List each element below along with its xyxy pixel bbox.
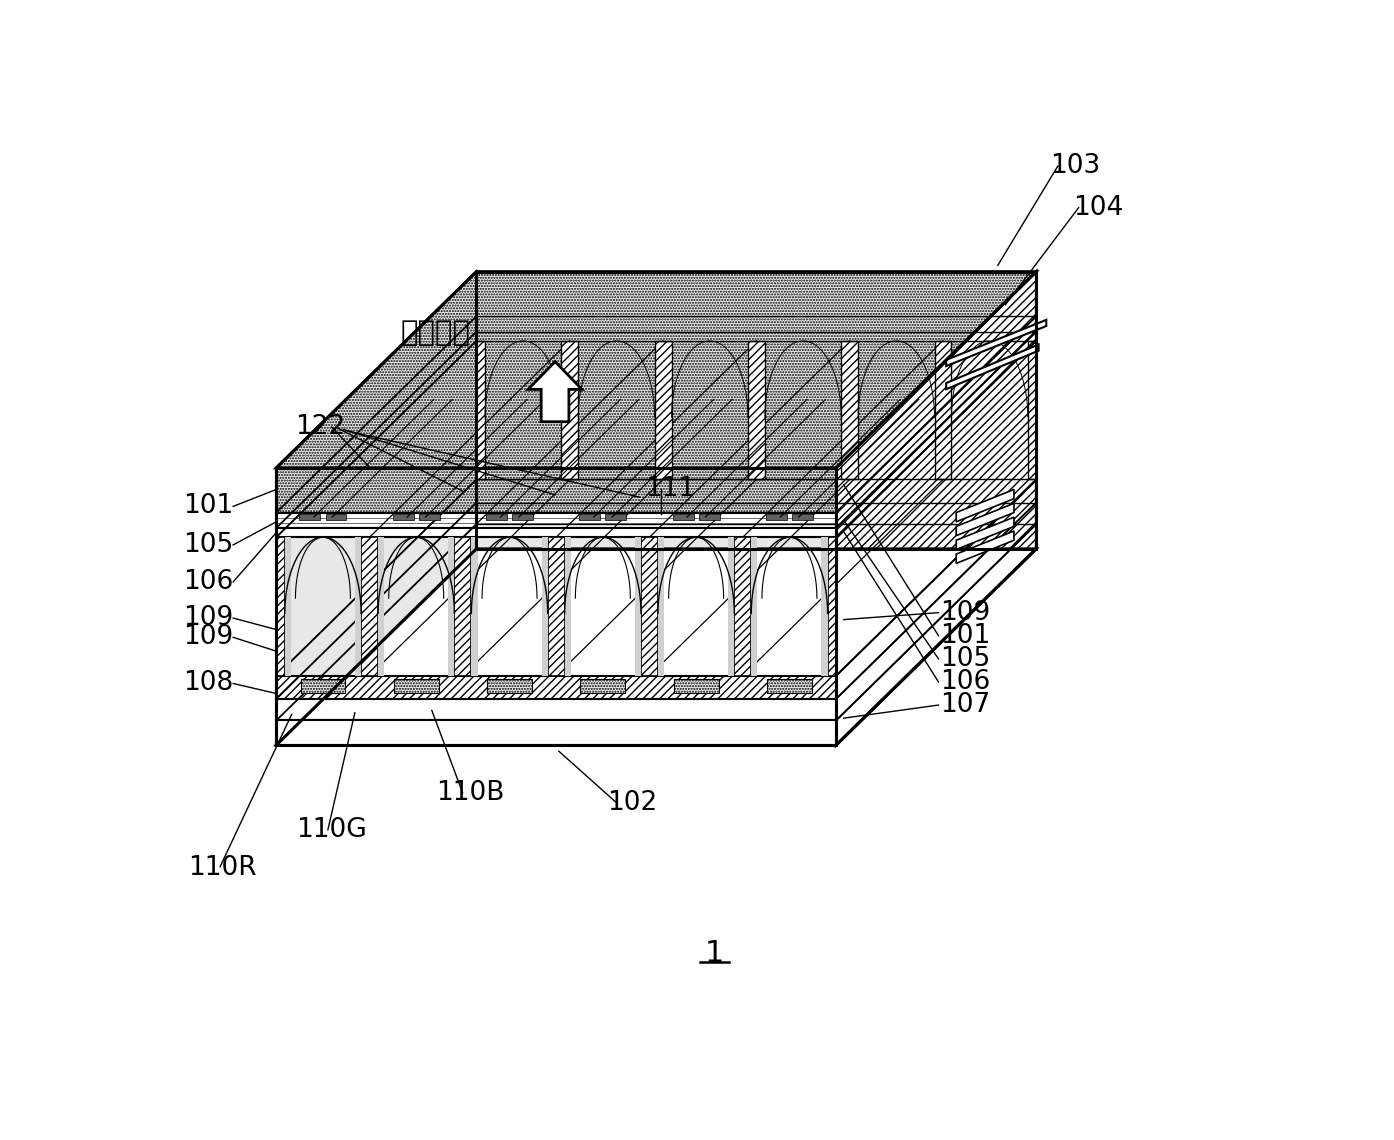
Polygon shape [751, 537, 757, 676]
Polygon shape [947, 344, 1039, 389]
Polygon shape [395, 679, 439, 693]
Text: 101: 101 [940, 622, 990, 649]
Polygon shape [658, 537, 664, 676]
Polygon shape [449, 537, 454, 676]
Polygon shape [528, 361, 581, 422]
Text: 1: 1 [705, 938, 723, 968]
Polygon shape [301, 679, 346, 693]
Polygon shape [821, 537, 828, 676]
Polygon shape [956, 504, 1013, 536]
Polygon shape [276, 467, 836, 513]
Text: 103: 103 [1050, 153, 1100, 179]
Polygon shape [284, 537, 291, 676]
Polygon shape [512, 514, 533, 520]
Polygon shape [580, 514, 601, 520]
Polygon shape [276, 537, 836, 676]
Polygon shape [477, 341, 485, 480]
Text: 105: 105 [940, 646, 990, 671]
Text: 105: 105 [183, 532, 233, 557]
Polygon shape [541, 537, 548, 676]
Text: 111: 111 [645, 477, 696, 503]
Polygon shape [276, 699, 836, 720]
Polygon shape [956, 531, 1013, 563]
Polygon shape [673, 514, 694, 520]
Polygon shape [956, 489, 1013, 522]
Polygon shape [487, 679, 533, 693]
Polygon shape [355, 537, 361, 676]
Polygon shape [276, 513, 836, 528]
Polygon shape [828, 537, 836, 676]
Text: 101: 101 [183, 494, 233, 520]
Text: 109: 109 [183, 625, 233, 650]
Polygon shape [605, 514, 626, 520]
Polygon shape [471, 537, 478, 676]
Polygon shape [841, 341, 859, 480]
Polygon shape [418, 514, 439, 520]
Text: 107: 107 [940, 692, 990, 718]
Polygon shape [655, 341, 672, 480]
Polygon shape [673, 679, 718, 693]
Polygon shape [276, 271, 1036, 467]
Polygon shape [641, 537, 658, 676]
Text: 106: 106 [940, 669, 990, 695]
Text: 122: 122 [296, 414, 346, 440]
Polygon shape [565, 537, 570, 676]
Polygon shape [454, 537, 471, 676]
Text: 显示方向: 显示方向 [400, 319, 471, 348]
Text: 109: 109 [183, 605, 233, 632]
Polygon shape [276, 537, 284, 676]
Text: 109: 109 [940, 600, 990, 626]
Polygon shape [728, 537, 735, 676]
Text: 108: 108 [183, 670, 233, 697]
Polygon shape [634, 537, 641, 676]
Polygon shape [767, 679, 811, 693]
Polygon shape [1027, 341, 1036, 480]
Polygon shape [562, 341, 579, 480]
Polygon shape [947, 320, 1047, 366]
Polygon shape [580, 679, 626, 693]
Polygon shape [276, 676, 836, 699]
Polygon shape [792, 514, 813, 520]
Text: 104: 104 [1073, 195, 1124, 221]
Polygon shape [487, 514, 507, 520]
Text: 110B: 110B [436, 780, 505, 806]
Polygon shape [393, 514, 414, 520]
Polygon shape [276, 720, 836, 746]
Text: 110G: 110G [297, 816, 367, 842]
Polygon shape [765, 514, 786, 520]
Text: 102: 102 [606, 790, 657, 816]
Polygon shape [378, 537, 385, 676]
Polygon shape [300, 514, 321, 520]
Text: 106: 106 [183, 569, 233, 595]
Polygon shape [749, 341, 765, 480]
Polygon shape [326, 514, 347, 520]
Polygon shape [698, 514, 719, 520]
Polygon shape [361, 537, 378, 676]
Polygon shape [276, 548, 1036, 746]
Polygon shape [836, 271, 1036, 746]
Text: 110R: 110R [188, 855, 256, 881]
Polygon shape [276, 528, 836, 537]
Polygon shape [735, 537, 751, 676]
Polygon shape [956, 518, 1013, 549]
Polygon shape [548, 537, 565, 676]
Polygon shape [934, 341, 952, 480]
